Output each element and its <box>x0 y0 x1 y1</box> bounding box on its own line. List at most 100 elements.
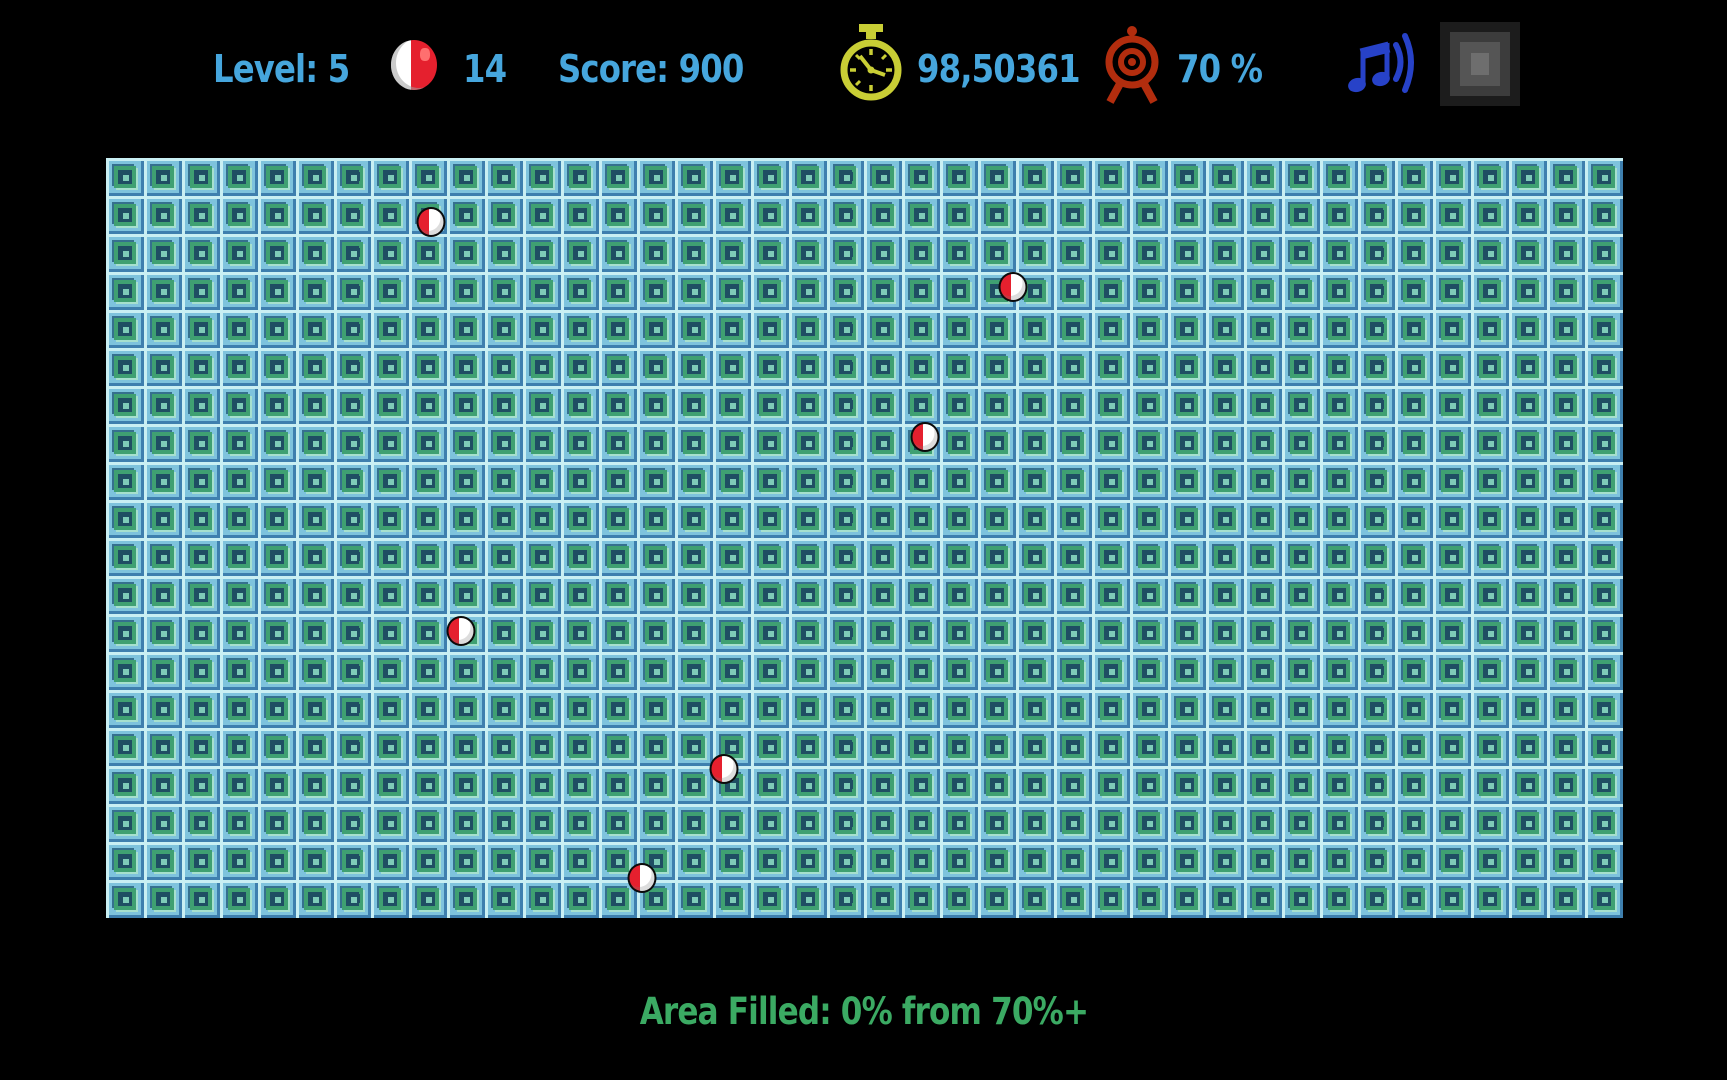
grid-tile <box>1471 424 1510 462</box>
grid-tile <box>143 462 182 500</box>
grid-tile <box>181 652 220 690</box>
grid-tile <box>523 272 562 310</box>
grid-tile <box>750 766 789 804</box>
grid-tile <box>295 880 334 918</box>
grid-tile <box>599 614 637 652</box>
grid-tile <box>1585 576 1623 614</box>
grid-tile <box>978 386 1017 424</box>
grid-tile <box>750 386 789 424</box>
grid-tile <box>447 310 486 348</box>
grid-tile <box>1585 842 1623 880</box>
grid-tile <box>788 728 827 766</box>
grid-tile <box>1395 842 1434 880</box>
area-filled-status: Area Filled: 0% from 70%+ <box>0 990 1727 1033</box>
grid-tile <box>902 842 941 880</box>
grid-tile <box>333 348 372 386</box>
grid-tile <box>1167 158 1206 196</box>
grid-tile <box>1281 272 1320 310</box>
grid-tile <box>1243 424 1282 462</box>
grid-tile <box>1205 462 1244 500</box>
grid-tile <box>143 804 182 842</box>
grid-tile <box>599 348 637 386</box>
grid-tile <box>1471 614 1510 652</box>
grid-tile <box>750 614 789 652</box>
grid-tile <box>1547 766 1586 804</box>
music-toggle-button[interactable] <box>1341 32 1415 98</box>
grid-tile <box>1205 880 1244 918</box>
timer-value: 98,50361 <box>917 47 1081 91</box>
grid-tile <box>750 196 789 234</box>
grid-tile <box>1585 880 1623 918</box>
grid-tile <box>1054 424 1093 462</box>
grid-tile <box>295 690 334 728</box>
grid-tile <box>1016 348 1055 386</box>
grid-tile <box>636 310 675 348</box>
grid-tile <box>333 462 372 500</box>
grid-tile <box>1205 652 1244 690</box>
grid-tile <box>788 386 827 424</box>
grid-tile <box>333 386 372 424</box>
grid-tile <box>485 766 524 804</box>
grid-tile <box>485 614 524 652</box>
grid-tile <box>409 614 448 652</box>
grid-tile <box>181 576 220 614</box>
grid-tile <box>1319 880 1358 918</box>
target-percent: 70 % <box>1177 47 1263 91</box>
grid-tile <box>1433 614 1472 652</box>
grid-tile <box>636 386 675 424</box>
grid-tile <box>636 690 675 728</box>
grid-tile <box>523 348 562 386</box>
grid-tile <box>181 842 220 880</box>
grid-tile <box>1092 804 1130 842</box>
grid-tile <box>1585 614 1623 652</box>
grid-tile <box>371 538 410 576</box>
grid-tile <box>1205 386 1244 424</box>
grid-tile <box>940 386 979 424</box>
grid-tile <box>750 652 789 690</box>
grid-tile <box>1509 804 1548 842</box>
playfield[interactable] <box>106 158 1623 918</box>
grid-tile <box>1319 804 1358 842</box>
grid-tile <box>1016 652 1055 690</box>
grid-tile <box>1509 196 1548 234</box>
grid-tile <box>1205 348 1244 386</box>
grid-tile <box>940 690 979 728</box>
grid-tile <box>902 234 941 272</box>
grid-tile <box>333 500 372 538</box>
grid-tile <box>1129 614 1168 652</box>
grid-tile <box>219 614 258 652</box>
grid-tile <box>219 538 258 576</box>
square-menu-button[interactable] <box>1440 22 1520 106</box>
grid-tile <box>1509 462 1548 500</box>
grid-tile <box>447 538 486 576</box>
grid-tile <box>1395 234 1434 272</box>
grid-tile <box>333 538 372 576</box>
grid-tile <box>257 424 296 462</box>
grid-tile <box>1547 310 1586 348</box>
grid-tile <box>1092 196 1130 234</box>
grid-tile <box>143 234 182 272</box>
grid-tile <box>599 196 637 234</box>
grid-tile <box>1054 804 1093 842</box>
grid-tile <box>1016 386 1055 424</box>
grid-tile <box>1319 842 1358 880</box>
grid-tile <box>1319 196 1358 234</box>
grid-tile <box>1509 348 1548 386</box>
grid-tile <box>902 272 941 310</box>
grid-tile <box>523 538 562 576</box>
grid-tile <box>1054 310 1093 348</box>
grid-tile <box>826 196 865 234</box>
grid-tile <box>1243 804 1282 842</box>
grid-tile <box>485 690 524 728</box>
grid-tile <box>1243 728 1282 766</box>
grid-tile <box>1167 424 1206 462</box>
grid-tile <box>826 880 865 918</box>
grid-tile <box>712 842 751 880</box>
grid-tile <box>674 158 713 196</box>
grid-tile <box>1395 196 1434 234</box>
grid-tile <box>940 424 979 462</box>
grid-tile <box>940 158 979 196</box>
grid-tile <box>257 538 296 576</box>
grid-tile <box>181 500 220 538</box>
grid-tile <box>864 500 903 538</box>
